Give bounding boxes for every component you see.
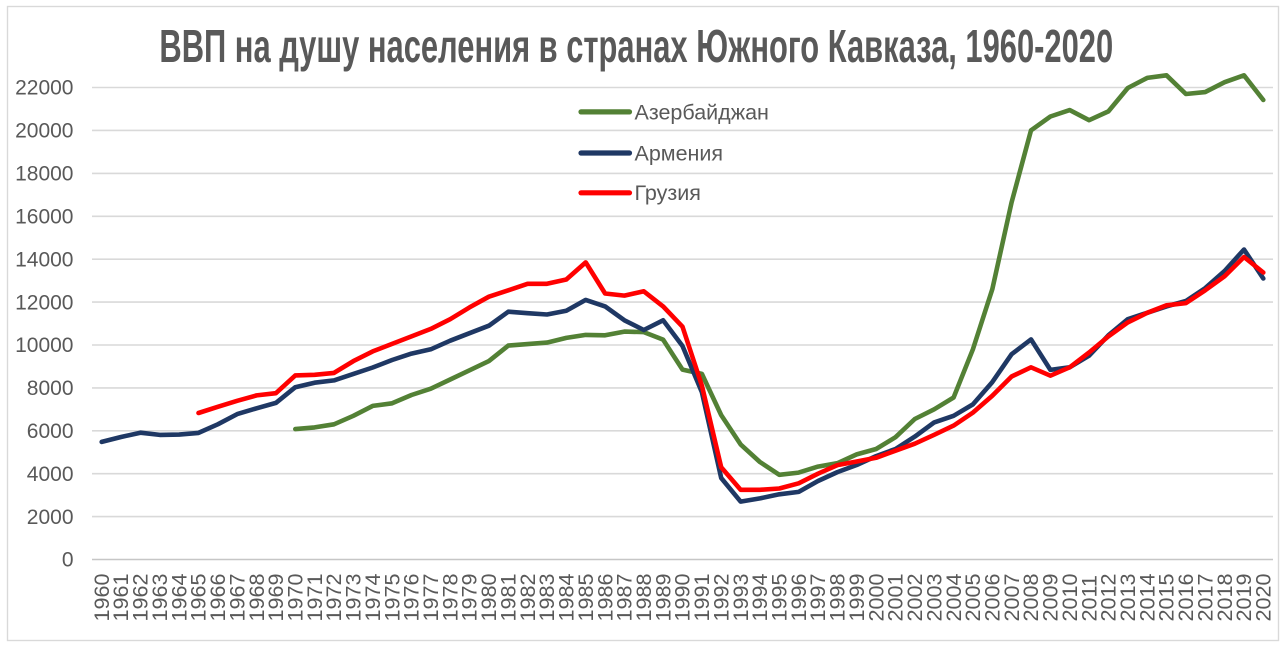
svg-text:Азербайджан: Азербайджан (635, 100, 769, 124)
svg-text:2019: 2019 (1231, 573, 1256, 621)
svg-text:1968: 1968 (244, 573, 269, 621)
svg-text:2005: 2005 (960, 573, 985, 621)
svg-text:1963: 1963 (147, 573, 172, 621)
svg-text:2011: 2011 (1076, 575, 1101, 621)
svg-text:2000: 2000 (27, 506, 74, 529)
svg-text:Армения: Армения (635, 141, 724, 165)
svg-text:1969: 1969 (263, 573, 288, 621)
svg-text:1993: 1993 (728, 573, 753, 621)
svg-text:2007: 2007 (999, 573, 1024, 621)
svg-text:1988: 1988 (631, 573, 656, 621)
svg-text:1967: 1967 (224, 573, 249, 621)
svg-text:1995: 1995 (767, 573, 792, 621)
svg-text:1991: 1991 (689, 573, 714, 621)
svg-text:22000: 22000 (15, 77, 73, 100)
svg-text:1997: 1997 (805, 573, 830, 621)
svg-text:2002: 2002 (902, 573, 927, 621)
svg-text:1986: 1986 (592, 573, 617, 621)
svg-text:1982: 1982 (515, 573, 540, 621)
svg-text:1979: 1979 (457, 573, 482, 621)
svg-text:14000: 14000 (15, 248, 73, 271)
svg-text:1980: 1980 (476, 573, 501, 621)
svg-text:20000: 20000 (15, 120, 73, 143)
svg-text:2000: 2000 (863, 573, 888, 621)
svg-text:1974: 1974 (360, 573, 385, 621)
svg-text:0: 0 (62, 549, 74, 572)
svg-text:1996: 1996 (786, 573, 811, 621)
svg-text:1987: 1987 (612, 573, 637, 621)
svg-text:1962: 1962 (128, 573, 153, 621)
svg-text:2010: 2010 (1057, 573, 1082, 621)
svg-text:2001: 2001 (883, 573, 908, 621)
svg-text:1983: 1983 (534, 573, 559, 621)
svg-text:1964: 1964 (166, 573, 191, 621)
svg-text:1975: 1975 (379, 573, 404, 621)
svg-text:1976: 1976 (399, 573, 424, 621)
svg-text:2016: 2016 (1173, 573, 1198, 621)
svg-text:1977: 1977 (418, 573, 443, 621)
svg-text:1985: 1985 (573, 573, 598, 621)
svg-text:2013: 2013 (1115, 573, 1140, 621)
svg-text:1981: 1981 (496, 573, 521, 621)
svg-text:1972: 1972 (321, 573, 346, 621)
svg-text:6000: 6000 (27, 420, 74, 443)
svg-text:2003: 2003 (921, 573, 946, 621)
svg-text:4000: 4000 (27, 463, 74, 486)
svg-text:8000: 8000 (27, 377, 74, 400)
svg-text:1973: 1973 (341, 573, 366, 621)
svg-text:1970: 1970 (283, 573, 308, 621)
svg-text:1998: 1998 (825, 573, 850, 621)
svg-text:1999: 1999 (844, 573, 869, 621)
svg-text:1960: 1960 (89, 573, 114, 621)
svg-text:1990: 1990 (670, 573, 695, 621)
svg-text:16000: 16000 (15, 206, 73, 229)
svg-text:2006: 2006 (980, 573, 1005, 621)
svg-text:1994: 1994 (747, 573, 772, 621)
svg-text:Грузия: Грузия (635, 181, 701, 205)
svg-text:2018: 2018 (1212, 573, 1237, 621)
svg-text:1978: 1978 (437, 573, 462, 621)
svg-text:1966: 1966 (205, 573, 230, 621)
svg-text:2015: 2015 (1154, 573, 1179, 621)
svg-text:2014: 2014 (1134, 573, 1159, 621)
svg-text:2012: 2012 (1096, 573, 1121, 621)
svg-text:12000: 12000 (15, 291, 73, 314)
svg-text:2017: 2017 (1192, 573, 1217, 621)
svg-text:ВВП на душу населения в страна: ВВП на душу населения в странах Южного К… (159, 22, 1113, 72)
svg-text:1984: 1984 (554, 573, 579, 621)
svg-text:1961: 1961 (108, 573, 133, 621)
svg-text:1992: 1992 (708, 573, 733, 621)
svg-text:10000: 10000 (15, 334, 73, 357)
svg-text:2008: 2008 (1018, 573, 1043, 621)
svg-text:2009: 2009 (1038, 573, 1063, 621)
svg-text:1965: 1965 (186, 573, 211, 621)
svg-text:1971: 1971 (302, 573, 327, 621)
svg-text:1989: 1989 (650, 573, 675, 621)
svg-text:2004: 2004 (941, 573, 966, 621)
svg-text:18000: 18000 (15, 163, 73, 186)
svg-text:2020: 2020 (1251, 573, 1276, 621)
